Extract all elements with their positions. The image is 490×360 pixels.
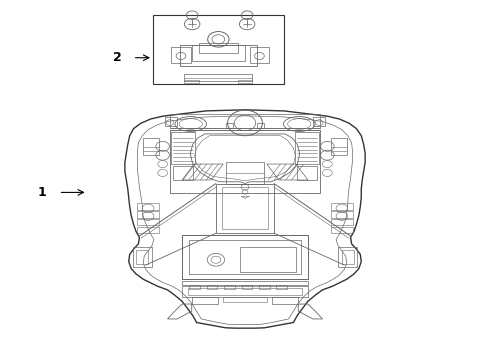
Bar xyxy=(338,247,357,267)
Bar xyxy=(331,211,352,217)
Text: 2: 2 xyxy=(113,51,122,64)
Bar xyxy=(170,114,320,127)
Bar xyxy=(276,285,287,289)
Bar xyxy=(189,240,301,274)
Bar xyxy=(170,130,320,193)
Bar xyxy=(222,187,268,229)
Bar xyxy=(331,227,352,233)
Bar xyxy=(180,45,257,66)
Bar xyxy=(224,285,235,289)
Bar xyxy=(136,250,148,264)
Bar xyxy=(138,203,159,210)
Bar xyxy=(172,132,195,164)
Bar xyxy=(271,297,298,304)
Bar xyxy=(257,123,265,128)
Bar xyxy=(207,285,218,289)
Bar xyxy=(242,285,252,289)
Bar xyxy=(342,250,354,264)
Bar xyxy=(184,80,199,83)
Bar xyxy=(250,48,269,63)
Bar xyxy=(192,45,245,60)
Bar xyxy=(216,184,274,233)
Bar xyxy=(225,123,233,128)
Bar xyxy=(172,48,191,63)
Bar xyxy=(189,285,200,289)
Bar xyxy=(223,297,267,302)
Bar xyxy=(238,80,252,83)
Bar xyxy=(295,132,318,164)
Bar xyxy=(313,117,325,126)
Bar xyxy=(182,281,308,285)
Bar xyxy=(138,227,159,233)
Bar xyxy=(182,286,308,297)
Bar xyxy=(188,288,302,295)
Bar xyxy=(143,138,159,155)
Bar xyxy=(331,203,352,210)
Bar xyxy=(165,117,177,126)
Bar xyxy=(184,74,252,81)
Bar xyxy=(331,219,352,225)
Bar xyxy=(138,211,159,217)
Bar xyxy=(297,166,317,180)
Bar xyxy=(240,247,296,272)
Text: 1: 1 xyxy=(38,186,47,199)
Bar xyxy=(259,285,270,289)
Bar xyxy=(153,15,284,84)
Bar xyxy=(133,247,152,267)
Bar xyxy=(331,138,347,155)
Bar xyxy=(225,162,265,184)
Bar xyxy=(173,166,193,180)
Bar xyxy=(192,297,219,304)
Bar xyxy=(182,235,308,279)
Bar xyxy=(199,43,238,54)
Bar xyxy=(138,219,159,225)
